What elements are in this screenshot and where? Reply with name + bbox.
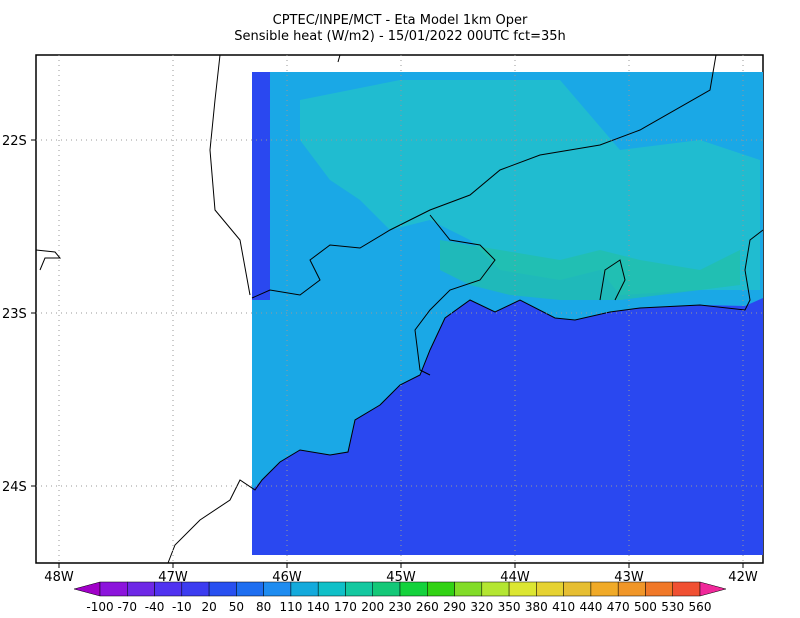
- colorbar-label: 110: [279, 600, 302, 614]
- colorbar-box: [290, 581, 319, 597]
- subtitle: Sensible heat (W/m2) - 15/01/2022 00UTC …: [234, 29, 566, 44]
- colorbar-label: 500: [634, 600, 657, 614]
- colorbar-label: 200: [361, 600, 384, 614]
- colorbar-box: [317, 581, 346, 597]
- colorbar-box: [672, 581, 701, 597]
- colorbar-label: 260: [416, 600, 439, 614]
- lat-label: 23S: [2, 307, 27, 322]
- lon-label: 48W: [44, 570, 74, 585]
- colorbar-box: [372, 581, 401, 597]
- colorbar-box: [454, 581, 483, 597]
- colorbar-box: [590, 581, 619, 597]
- title: CPTEC/INPE/MCT - Eta Model 1km Oper: [273, 13, 528, 28]
- colorbar-label: 290: [443, 600, 466, 614]
- colorbar-arrow: [73, 581, 101, 597]
- lat-label: 24S: [2, 480, 27, 495]
- lon-label: 46W: [272, 570, 302, 585]
- colorbar-label: -100: [86, 600, 113, 614]
- map-area: [31, 54, 764, 568]
- colorbar-box: [617, 581, 646, 597]
- lat-label: 22S: [2, 134, 27, 149]
- colorbar-label: 380: [525, 600, 548, 614]
- colorbar-box: [508, 581, 537, 597]
- colorbar-label: 230: [389, 600, 412, 614]
- colorbar-label: 50: [229, 600, 244, 614]
- lon-label: 47W: [158, 570, 188, 585]
- colorbar-box: [127, 581, 155, 597]
- boundaries: [35, 54, 764, 564]
- colorbar-box: [345, 581, 373, 597]
- colorbar-box: [154, 581, 183, 597]
- land-field-coastal: [300, 80, 760, 295]
- lon-label: 45W: [386, 570, 416, 585]
- colorbar-label: 530: [661, 600, 684, 614]
- colorbar-box: [208, 581, 237, 597]
- grid: [31, 55, 763, 568]
- colorbar-label: -40: [145, 600, 165, 614]
- colorbar-box: [563, 581, 592, 597]
- colorbar-label: 410: [552, 600, 575, 614]
- colorbar-box: [99, 581, 128, 597]
- colorbar-box: [181, 581, 210, 597]
- colorbar-label: 80: [256, 600, 271, 614]
- colorbar-box: [263, 581, 292, 597]
- colorbar-label: 470: [607, 600, 630, 614]
- colorbar-label: 560: [689, 600, 712, 614]
- axis-labels: 48W 47W 46W 45W 44W 43W 42W 22S 23S 24S: [2, 134, 758, 585]
- colorbar-label: 320: [470, 600, 493, 614]
- colorbar-label: 440: [579, 600, 602, 614]
- colorbar-box: [481, 581, 510, 597]
- colorbar-box: [236, 581, 264, 597]
- colorbar-label: -10: [172, 600, 192, 614]
- colorbar-box: [399, 581, 428, 597]
- colorbar-box: [427, 581, 455, 597]
- colorbar-box: [645, 581, 673, 597]
- colorbar: -100 -70 -40 -10 20 50 80 110 140 170 200 230 260 290…: [73, 581, 727, 614]
- colorbar-label: 170: [334, 600, 357, 614]
- colorbar-arrow: [699, 581, 727, 597]
- colorbar-label: 350: [498, 600, 521, 614]
- colorbar-label: -70: [117, 600, 137, 614]
- colorbar-box: [536, 581, 564, 597]
- lon-label: 43W: [614, 570, 644, 585]
- lon-label: 44W: [500, 570, 530, 585]
- colorbar-label: 140: [307, 600, 330, 614]
- lon-label: 42W: [728, 570, 758, 585]
- colorbar-label: 20: [201, 600, 216, 614]
